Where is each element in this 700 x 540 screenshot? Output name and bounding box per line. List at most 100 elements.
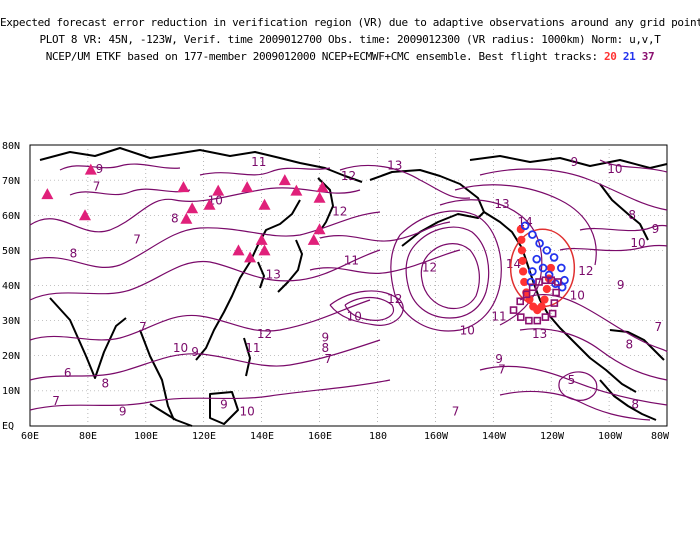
coast-eurasia-north <box>39 147 363 183</box>
contour-line <box>319 221 451 242</box>
coast-central-america <box>599 379 657 421</box>
track-20-point <box>542 284 551 294</box>
contour-label: 10 <box>607 162 622 176</box>
coast-india <box>49 297 127 379</box>
observation-triangle-marker <box>244 251 257 263</box>
lon-label-120e: 120E <box>192 431 216 442</box>
track-21-point <box>557 282 567 292</box>
contour-label: 13 <box>387 159 402 173</box>
contour-line <box>420 243 480 310</box>
lat-label-50n: 50N <box>2 246 20 257</box>
contour-label: 11 <box>251 155 266 169</box>
ensemble-info-text: NCEP/UM ETKF based on 177-member 2009012… <box>45 50 598 63</box>
map-title: Expected forecast error reduction in ver… <box>0 16 700 29</box>
contour-label: 11 <box>245 341 260 355</box>
lon-label-140w: 140W <box>482 431 507 442</box>
contour-line <box>29 249 381 301</box>
lon-label-120w: 120W <box>540 431 565 442</box>
contour-label: 12 <box>257 327 272 341</box>
contour-line <box>559 244 668 252</box>
coast-kamchatka <box>317 177 334 235</box>
contour-line <box>390 210 502 332</box>
contour-line <box>519 328 668 381</box>
contour-line <box>405 226 490 319</box>
contour-line <box>344 296 394 321</box>
contour-label: 10 <box>630 236 645 250</box>
observation-triangle-marker <box>84 163 97 175</box>
contour-label: 8 <box>322 341 330 355</box>
contour-lines <box>29 159 668 421</box>
lat-label-70n: 70N <box>2 176 20 187</box>
track-37-point <box>547 276 555 285</box>
track-21-point <box>520 221 530 231</box>
contour-label: 12 <box>332 204 347 218</box>
contour-line <box>599 159 668 173</box>
contour-label: 12 <box>578 264 593 278</box>
track-20-point <box>517 246 527 255</box>
track-37-point <box>550 299 559 307</box>
contour-label: 9 <box>571 155 579 169</box>
lat-label-20n: 20N <box>2 351 20 362</box>
contour-label: 7 <box>139 320 147 334</box>
lon-label-140e: 140E <box>250 431 274 442</box>
observation-triangle-marker <box>258 198 271 210</box>
lat-label-eq: EQ <box>2 421 14 432</box>
contour-label: 13 <box>494 197 509 211</box>
lon-label-100e: 100E <box>134 431 158 442</box>
observation-triangle-marker <box>186 202 199 214</box>
contour-line <box>479 168 668 211</box>
contour-line <box>59 163 181 171</box>
observation-triangle-marker <box>79 209 92 221</box>
contour-label: 13 <box>532 327 547 341</box>
track-20-point <box>517 235 526 244</box>
track-37-point <box>528 283 537 292</box>
observation-triangle-marker <box>232 244 245 256</box>
contour-label: 11 <box>344 253 359 267</box>
coast-canada-north <box>469 155 668 169</box>
contour-label: 9 <box>495 352 503 366</box>
track-20-point <box>518 267 528 276</box>
observation-triangle-marker <box>255 233 268 245</box>
lon-label-100w: 100W <box>598 431 623 442</box>
track-21-point <box>560 275 569 285</box>
contour-label: 9 <box>322 331 330 345</box>
track-37-point <box>552 288 560 297</box>
contour-label: 10 <box>347 310 362 324</box>
contour-label: 9 <box>119 404 127 418</box>
coast-japan <box>277 239 303 293</box>
contour-label: 9 <box>191 345 199 359</box>
contour-line <box>339 164 471 199</box>
contour-label: 7 <box>133 232 141 246</box>
contour-label: 8 <box>628 208 636 222</box>
track-label-20: 20 <box>604 50 617 63</box>
contour-label: 9 <box>220 397 228 411</box>
contour-label: 7 <box>324 352 332 366</box>
track-label-37: 37 <box>641 50 655 63</box>
contour-line <box>558 371 598 401</box>
contour-line <box>454 184 597 266</box>
contour-label: 14 <box>506 257 521 271</box>
contour-label: 7 <box>452 404 460 418</box>
contour-line <box>329 290 404 326</box>
observation-triangle-marker <box>313 223 326 235</box>
contour-label: 13 <box>266 267 281 281</box>
lon-label-160e: 160E <box>308 431 332 442</box>
lat-label-30n: 30N <box>2 316 20 327</box>
lat-label-60n: 60N <box>2 211 20 222</box>
contour-line <box>199 167 331 176</box>
observation-triangle-marker <box>41 188 54 200</box>
track-21-point <box>549 253 559 262</box>
lon-label-180: 180 <box>369 431 387 442</box>
lat-label-10n: 10N <box>2 386 20 397</box>
track-21-point <box>526 277 536 287</box>
coast-sumatra <box>149 403 193 427</box>
contour-label: 7 <box>52 394 60 408</box>
coast-alaska <box>369 169 485 247</box>
coast-east-asia <box>195 199 301 361</box>
contour-label: 8 <box>70 246 78 260</box>
lat-label-80n: 80N <box>2 141 20 152</box>
track-label-21: 21 <box>622 50 636 63</box>
track-20-point <box>546 263 555 273</box>
contour-label: 8 <box>631 397 639 411</box>
